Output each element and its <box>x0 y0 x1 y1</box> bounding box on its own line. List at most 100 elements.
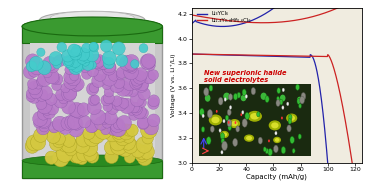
Circle shape <box>89 83 99 93</box>
Circle shape <box>59 121 72 134</box>
Circle shape <box>39 122 49 132</box>
Circle shape <box>104 111 117 125</box>
Circle shape <box>34 79 43 89</box>
Circle shape <box>113 127 125 139</box>
Circle shape <box>111 121 126 137</box>
Circle shape <box>143 71 156 84</box>
Circle shape <box>52 116 67 131</box>
Circle shape <box>46 129 60 143</box>
Circle shape <box>37 108 49 120</box>
Circle shape <box>37 113 51 127</box>
Circle shape <box>45 151 58 164</box>
Circle shape <box>102 118 112 128</box>
Circle shape <box>103 93 114 104</box>
Circle shape <box>129 102 139 113</box>
Circle shape <box>63 55 74 67</box>
Circle shape <box>92 74 105 88</box>
Circle shape <box>124 61 135 72</box>
Circle shape <box>28 81 41 95</box>
Circle shape <box>68 53 83 68</box>
Circle shape <box>68 122 83 137</box>
Circle shape <box>42 56 57 71</box>
Circle shape <box>101 95 112 106</box>
Circle shape <box>52 135 65 148</box>
Circle shape <box>70 79 83 92</box>
Circle shape <box>83 127 95 139</box>
Circle shape <box>38 61 51 75</box>
Circle shape <box>110 118 125 132</box>
Circle shape <box>62 100 75 114</box>
Circle shape <box>93 56 106 70</box>
Circle shape <box>123 131 134 143</box>
FancyBboxPatch shape <box>22 26 162 178</box>
Circle shape <box>121 127 132 139</box>
Circle shape <box>86 150 99 163</box>
Circle shape <box>37 98 52 114</box>
Circle shape <box>91 54 101 64</box>
Circle shape <box>148 95 159 107</box>
Circle shape <box>90 42 99 52</box>
Circle shape <box>71 45 82 56</box>
Circle shape <box>132 78 142 88</box>
Circle shape <box>62 86 76 101</box>
Circle shape <box>105 127 120 142</box>
Circle shape <box>138 87 150 100</box>
Circle shape <box>64 70 77 84</box>
Circle shape <box>101 113 111 123</box>
Circle shape <box>123 125 135 136</box>
Circle shape <box>52 150 69 167</box>
Circle shape <box>123 138 138 153</box>
Circle shape <box>86 54 96 65</box>
Circle shape <box>130 92 144 107</box>
Circle shape <box>84 148 97 161</box>
Circle shape <box>56 89 67 100</box>
Circle shape <box>140 144 154 159</box>
Bar <box>30 43 155 161</box>
Circle shape <box>53 57 62 66</box>
Circle shape <box>137 150 152 166</box>
Circle shape <box>77 103 90 116</box>
Circle shape <box>28 65 40 77</box>
Circle shape <box>62 50 74 62</box>
X-axis label: Capacity (mAh/g): Capacity (mAh/g) <box>246 173 307 180</box>
Circle shape <box>69 102 84 117</box>
Circle shape <box>110 138 128 155</box>
Circle shape <box>73 58 83 68</box>
Circle shape <box>23 65 37 79</box>
Circle shape <box>103 60 115 73</box>
Ellipse shape <box>22 17 162 36</box>
Circle shape <box>70 60 83 72</box>
Circle shape <box>116 67 127 78</box>
Circle shape <box>28 60 39 71</box>
Circle shape <box>93 54 105 67</box>
Circle shape <box>41 104 53 115</box>
Ellipse shape <box>22 18 162 35</box>
Ellipse shape <box>50 11 134 25</box>
Circle shape <box>105 150 118 163</box>
Circle shape <box>26 135 42 151</box>
Circle shape <box>34 118 43 128</box>
Circle shape <box>76 132 90 147</box>
Circle shape <box>127 105 137 115</box>
Circle shape <box>118 142 132 157</box>
Circle shape <box>124 152 135 163</box>
Circle shape <box>85 120 98 133</box>
Circle shape <box>61 137 77 153</box>
Circle shape <box>135 146 149 160</box>
Circle shape <box>115 81 131 96</box>
Bar <box>22 161 162 178</box>
Circle shape <box>112 96 122 106</box>
Circle shape <box>137 116 149 129</box>
Circle shape <box>94 121 112 139</box>
Circle shape <box>79 115 91 128</box>
Circle shape <box>58 138 72 152</box>
Circle shape <box>79 61 91 73</box>
Circle shape <box>130 77 142 90</box>
Legend: Li₃YCl₆, Li₂.₄Y₀.₄Hf₀.₆Cl₆: Li₃YCl₆, Li₂.₄Y₀.₄Hf₀.₆Cl₆ <box>196 10 252 24</box>
Circle shape <box>86 48 99 62</box>
Circle shape <box>119 55 134 70</box>
Circle shape <box>49 52 63 65</box>
Circle shape <box>100 114 110 124</box>
Circle shape <box>124 65 138 80</box>
Circle shape <box>69 71 79 81</box>
